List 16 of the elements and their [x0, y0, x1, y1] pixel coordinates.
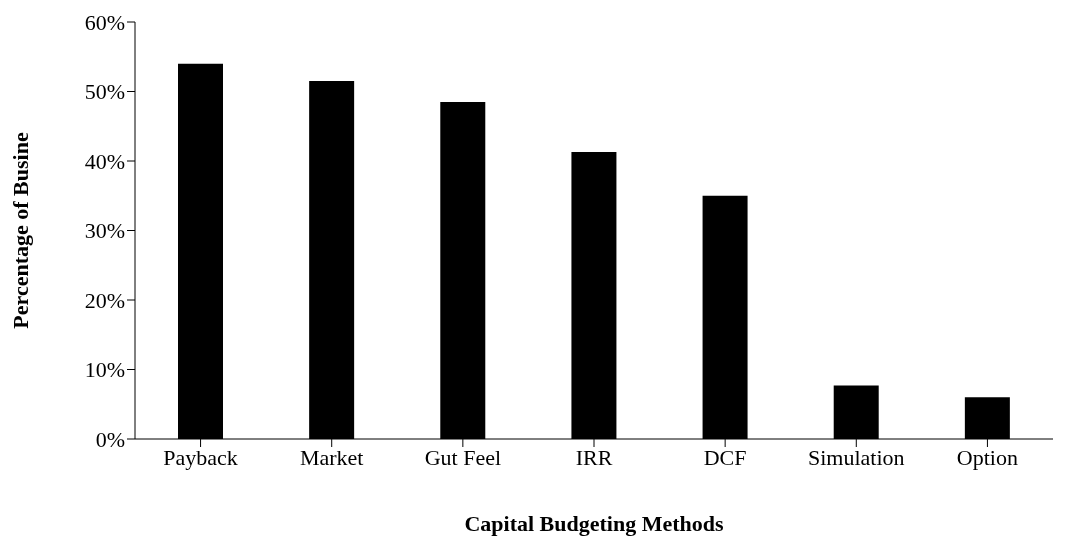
y-tick-label: 50% — [84, 79, 125, 105]
y-axis-title: Percentage of Busine — [7, 132, 33, 329]
y-tick-label: 20% — [84, 287, 125, 313]
y-tick-label: 30% — [84, 218, 125, 244]
y-tick-label: 60% — [84, 9, 125, 35]
y-tick-label: 0% — [95, 426, 125, 452]
y-tick-label: 40% — [84, 148, 125, 174]
x-tick-label: Gut Feel — [424, 444, 502, 470]
x-tick-label: Payback — [163, 444, 238, 470]
x-tick-label: DCF — [703, 444, 747, 470]
x-tick-label: Option — [956, 444, 1018, 470]
x-axis-title: Capital Budgeting Methods — [464, 511, 724, 536]
x-tick-label: IRR — [575, 444, 613, 470]
y-tick-label: 10% — [84, 357, 125, 383]
x-tick-label: Simulation — [808, 444, 905, 470]
x-tick-label: Market — [299, 444, 364, 470]
